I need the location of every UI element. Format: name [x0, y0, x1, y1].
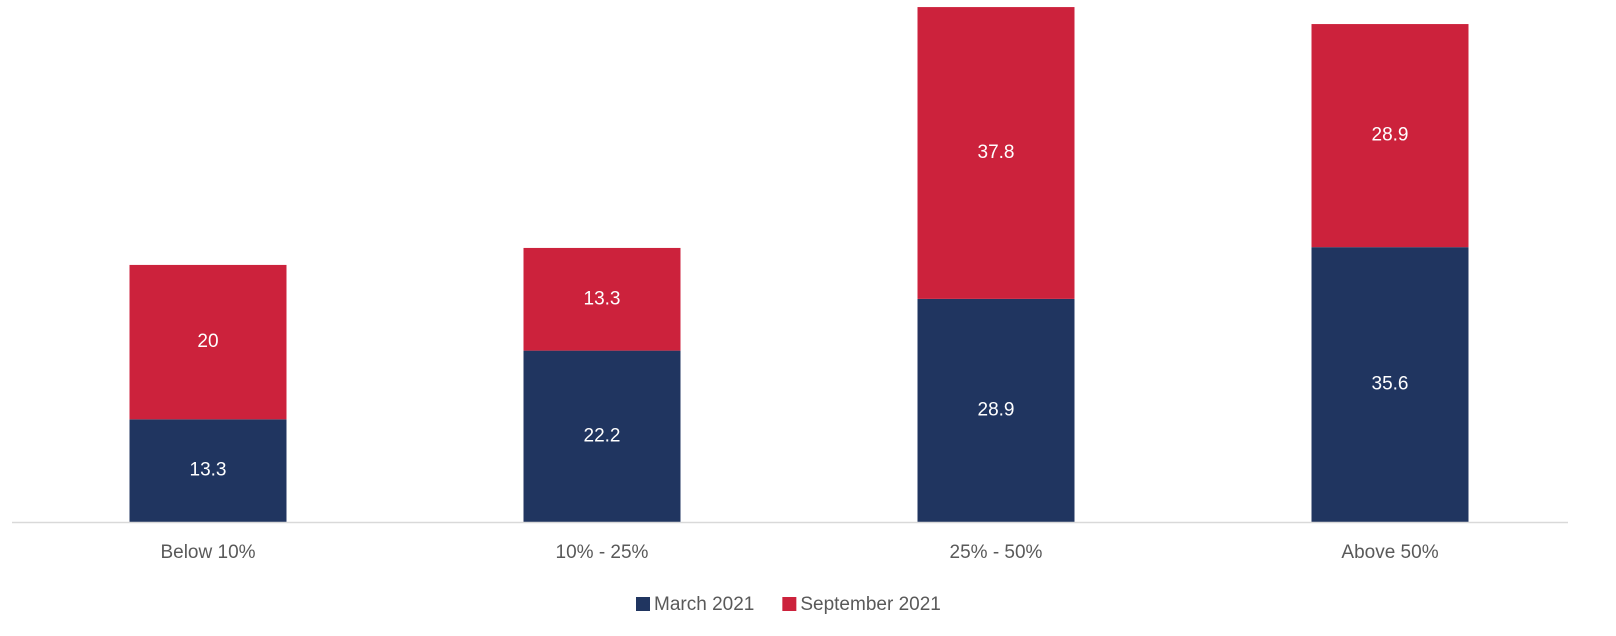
x-tick-label: 10% - 25%: [556, 542, 649, 563]
bar-segment: [129, 264, 287, 420]
data-label: 13.3: [584, 288, 621, 309]
bar-segment: [523, 350, 681, 522]
data-label: 13.3: [190, 460, 227, 481]
legend-label: September 2021: [800, 594, 941, 615]
x-tick-label: Above 50%: [1341, 542, 1438, 563]
data-label: 37.8: [978, 142, 1015, 163]
bar-segment: [917, 298, 1075, 522]
bar-segment: [523, 247, 681, 351]
bar-segment: [1311, 24, 1469, 248]
data-label: 35.6: [1372, 374, 1409, 395]
bar-segment: [129, 419, 287, 522]
x-tick-label: Below 10%: [160, 542, 255, 563]
x-tick-label: 25% - 50%: [950, 542, 1043, 563]
data-label: 28.9: [978, 399, 1015, 420]
legend-label: March 2021: [654, 594, 754, 615]
data-label: 28.9: [1372, 125, 1409, 146]
data-label: 20: [197, 331, 218, 352]
legend-swatch: [782, 597, 797, 611]
bar-segment: [1311, 247, 1469, 522]
data-label: 22.2: [584, 425, 621, 446]
legend-swatch: [636, 597, 650, 611]
bar-segment: [917, 7, 1075, 299]
